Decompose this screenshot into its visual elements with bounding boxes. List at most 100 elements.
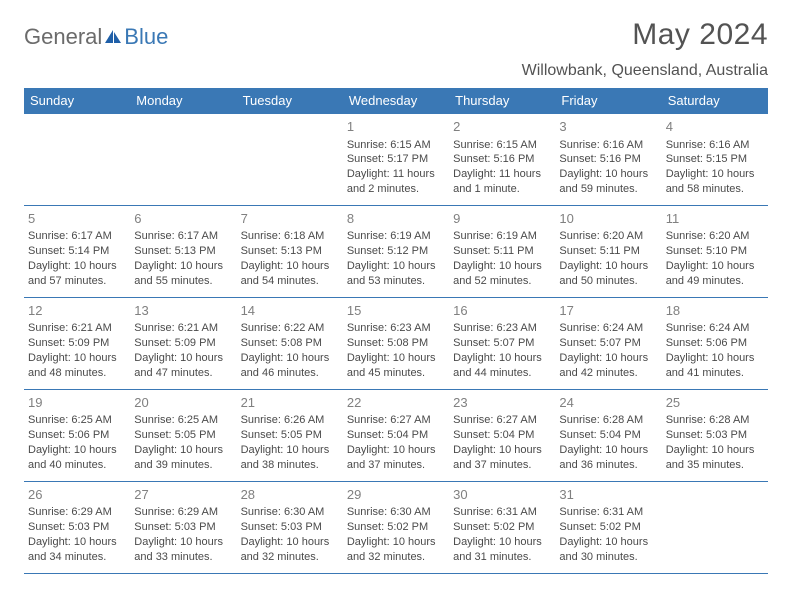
daylight-text: Daylight: 10 hours and 45 minutes.	[347, 351, 445, 381]
day-number: 21	[241, 394, 339, 412]
day-cell: 12Sunrise: 6:21 AMSunset: 5:09 PMDayligh…	[24, 297, 130, 389]
daylight-text: Daylight: 10 hours and 40 minutes.	[28, 443, 126, 473]
sunset-text: Sunset: 5:17 PM	[347, 152, 445, 167]
day-header: Wednesday	[343, 88, 449, 114]
daylight-text: Daylight: 10 hours and 46 minutes.	[241, 351, 339, 381]
sunrise-text: Sunrise: 6:26 AM	[241, 413, 339, 428]
sunset-text: Sunset: 5:03 PM	[134, 520, 232, 535]
daylight-text: Daylight: 10 hours and 30 minutes.	[559, 535, 657, 565]
daylight-text: Daylight: 10 hours and 52 minutes.	[453, 259, 551, 289]
day-cell: 21Sunrise: 6:26 AMSunset: 5:05 PMDayligh…	[237, 389, 343, 481]
day-number: 28	[241, 486, 339, 504]
day-cell	[24, 114, 130, 206]
sunset-text: Sunset: 5:05 PM	[241, 428, 339, 443]
week-row: 19Sunrise: 6:25 AMSunset: 5:06 PMDayligh…	[24, 389, 768, 481]
day-header-row: SundayMondayTuesdayWednesdayThursdayFrid…	[24, 88, 768, 114]
day-number: 2	[453, 118, 551, 136]
sunrise-text: Sunrise: 6:31 AM	[453, 505, 551, 520]
header-row: General Blue May 2024 Willowbank, Queens…	[24, 18, 768, 80]
sunrise-text: Sunrise: 6:18 AM	[241, 229, 339, 244]
day-cell: 16Sunrise: 6:23 AMSunset: 5:07 PMDayligh…	[449, 297, 555, 389]
day-cell: 17Sunrise: 6:24 AMSunset: 5:07 PMDayligh…	[555, 297, 661, 389]
sunset-text: Sunset: 5:09 PM	[28, 336, 126, 351]
day-cell: 19Sunrise: 6:25 AMSunset: 5:06 PMDayligh…	[24, 389, 130, 481]
daylight-text: Daylight: 11 hours and 1 minute.	[453, 167, 551, 197]
day-number: 12	[28, 302, 126, 320]
sunset-text: Sunset: 5:03 PM	[28, 520, 126, 535]
sunrise-text: Sunrise: 6:22 AM	[241, 321, 339, 336]
day-number: 25	[666, 394, 764, 412]
day-number: 17	[559, 302, 657, 320]
day-cell: 10Sunrise: 6:20 AMSunset: 5:11 PMDayligh…	[555, 205, 661, 297]
day-number: 22	[347, 394, 445, 412]
sunset-text: Sunset: 5:06 PM	[666, 336, 764, 351]
day-number: 24	[559, 394, 657, 412]
day-cell: 18Sunrise: 6:24 AMSunset: 5:06 PMDayligh…	[662, 297, 768, 389]
day-number: 7	[241, 210, 339, 228]
day-number: 4	[666, 118, 764, 136]
daylight-text: Daylight: 10 hours and 53 minutes.	[347, 259, 445, 289]
daylight-text: Daylight: 10 hours and 57 minutes.	[28, 259, 126, 289]
location-label: Willowbank, Queensland, Australia	[522, 62, 768, 80]
sunset-text: Sunset: 5:04 PM	[559, 428, 657, 443]
day-number: 9	[453, 210, 551, 228]
sunset-text: Sunset: 5:14 PM	[28, 244, 126, 259]
day-cell: 24Sunrise: 6:28 AMSunset: 5:04 PMDayligh…	[555, 389, 661, 481]
daylight-text: Daylight: 10 hours and 32 minutes.	[241, 535, 339, 565]
sunset-text: Sunset: 5:05 PM	[134, 428, 232, 443]
daylight-text: Daylight: 10 hours and 38 minutes.	[241, 443, 339, 473]
sunset-text: Sunset: 5:13 PM	[241, 244, 339, 259]
sunset-text: Sunset: 5:02 PM	[559, 520, 657, 535]
week-row: 12Sunrise: 6:21 AMSunset: 5:09 PMDayligh…	[24, 297, 768, 389]
day-cell: 6Sunrise: 6:17 AMSunset: 5:13 PMDaylight…	[130, 205, 236, 297]
day-cell: 28Sunrise: 6:30 AMSunset: 5:03 PMDayligh…	[237, 481, 343, 573]
sunrise-text: Sunrise: 6:16 AM	[559, 138, 657, 153]
sunset-text: Sunset: 5:08 PM	[241, 336, 339, 351]
daylight-text: Daylight: 10 hours and 59 minutes.	[559, 167, 657, 197]
day-cell: 13Sunrise: 6:21 AMSunset: 5:09 PMDayligh…	[130, 297, 236, 389]
daylight-text: Daylight: 10 hours and 49 minutes.	[666, 259, 764, 289]
sunset-text: Sunset: 5:07 PM	[453, 336, 551, 351]
sunset-text: Sunset: 5:12 PM	[347, 244, 445, 259]
daylight-text: Daylight: 10 hours and 58 minutes.	[666, 167, 764, 197]
sunset-text: Sunset: 5:15 PM	[666, 152, 764, 167]
sunrise-text: Sunrise: 6:25 AM	[28, 413, 126, 428]
daylight-text: Daylight: 10 hours and 50 minutes.	[559, 259, 657, 289]
day-cell: 14Sunrise: 6:22 AMSunset: 5:08 PMDayligh…	[237, 297, 343, 389]
day-number: 29	[347, 486, 445, 504]
sunset-text: Sunset: 5:04 PM	[453, 428, 551, 443]
sunset-text: Sunset: 5:13 PM	[134, 244, 232, 259]
brand-logo: General Blue	[24, 18, 168, 50]
day-number: 5	[28, 210, 126, 228]
sunset-text: Sunset: 5:02 PM	[347, 520, 445, 535]
day-number: 30	[453, 486, 551, 504]
sunrise-text: Sunrise: 6:21 AM	[134, 321, 232, 336]
day-header: Sunday	[24, 88, 130, 114]
daylight-text: Daylight: 10 hours and 32 minutes.	[347, 535, 445, 565]
sunrise-text: Sunrise: 6:19 AM	[453, 229, 551, 244]
sunset-text: Sunset: 5:08 PM	[347, 336, 445, 351]
day-header: Tuesday	[237, 88, 343, 114]
daylight-text: Daylight: 10 hours and 44 minutes.	[453, 351, 551, 381]
day-cell: 22Sunrise: 6:27 AMSunset: 5:04 PMDayligh…	[343, 389, 449, 481]
sunrise-text: Sunrise: 6:17 AM	[134, 229, 232, 244]
day-cell	[662, 481, 768, 573]
sunrise-text: Sunrise: 6:24 AM	[559, 321, 657, 336]
day-cell: 8Sunrise: 6:19 AMSunset: 5:12 PMDaylight…	[343, 205, 449, 297]
day-number: 1	[347, 118, 445, 136]
sunrise-text: Sunrise: 6:29 AM	[28, 505, 126, 520]
sunrise-text: Sunrise: 6:30 AM	[241, 505, 339, 520]
sunrise-text: Sunrise: 6:25 AM	[134, 413, 232, 428]
day-cell: 9Sunrise: 6:19 AMSunset: 5:11 PMDaylight…	[449, 205, 555, 297]
sunrise-text: Sunrise: 6:21 AM	[28, 321, 126, 336]
day-cell: 2Sunrise: 6:15 AMSunset: 5:16 PMDaylight…	[449, 114, 555, 206]
day-number: 8	[347, 210, 445, 228]
title-block: May 2024 Willowbank, Queensland, Austral…	[522, 18, 768, 80]
sunset-text: Sunset: 5:11 PM	[453, 244, 551, 259]
sunset-text: Sunset: 5:03 PM	[241, 520, 339, 535]
day-number: 31	[559, 486, 657, 504]
day-number: 18	[666, 302, 764, 320]
sunset-text: Sunset: 5:16 PM	[559, 152, 657, 167]
day-number: 13	[134, 302, 232, 320]
week-row: 26Sunrise: 6:29 AMSunset: 5:03 PMDayligh…	[24, 481, 768, 573]
